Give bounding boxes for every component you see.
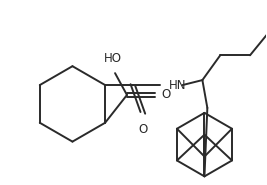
Text: O: O — [138, 123, 147, 136]
Text: HO: HO — [104, 52, 122, 65]
Text: O: O — [162, 88, 171, 102]
Text: HN: HN — [169, 79, 186, 92]
